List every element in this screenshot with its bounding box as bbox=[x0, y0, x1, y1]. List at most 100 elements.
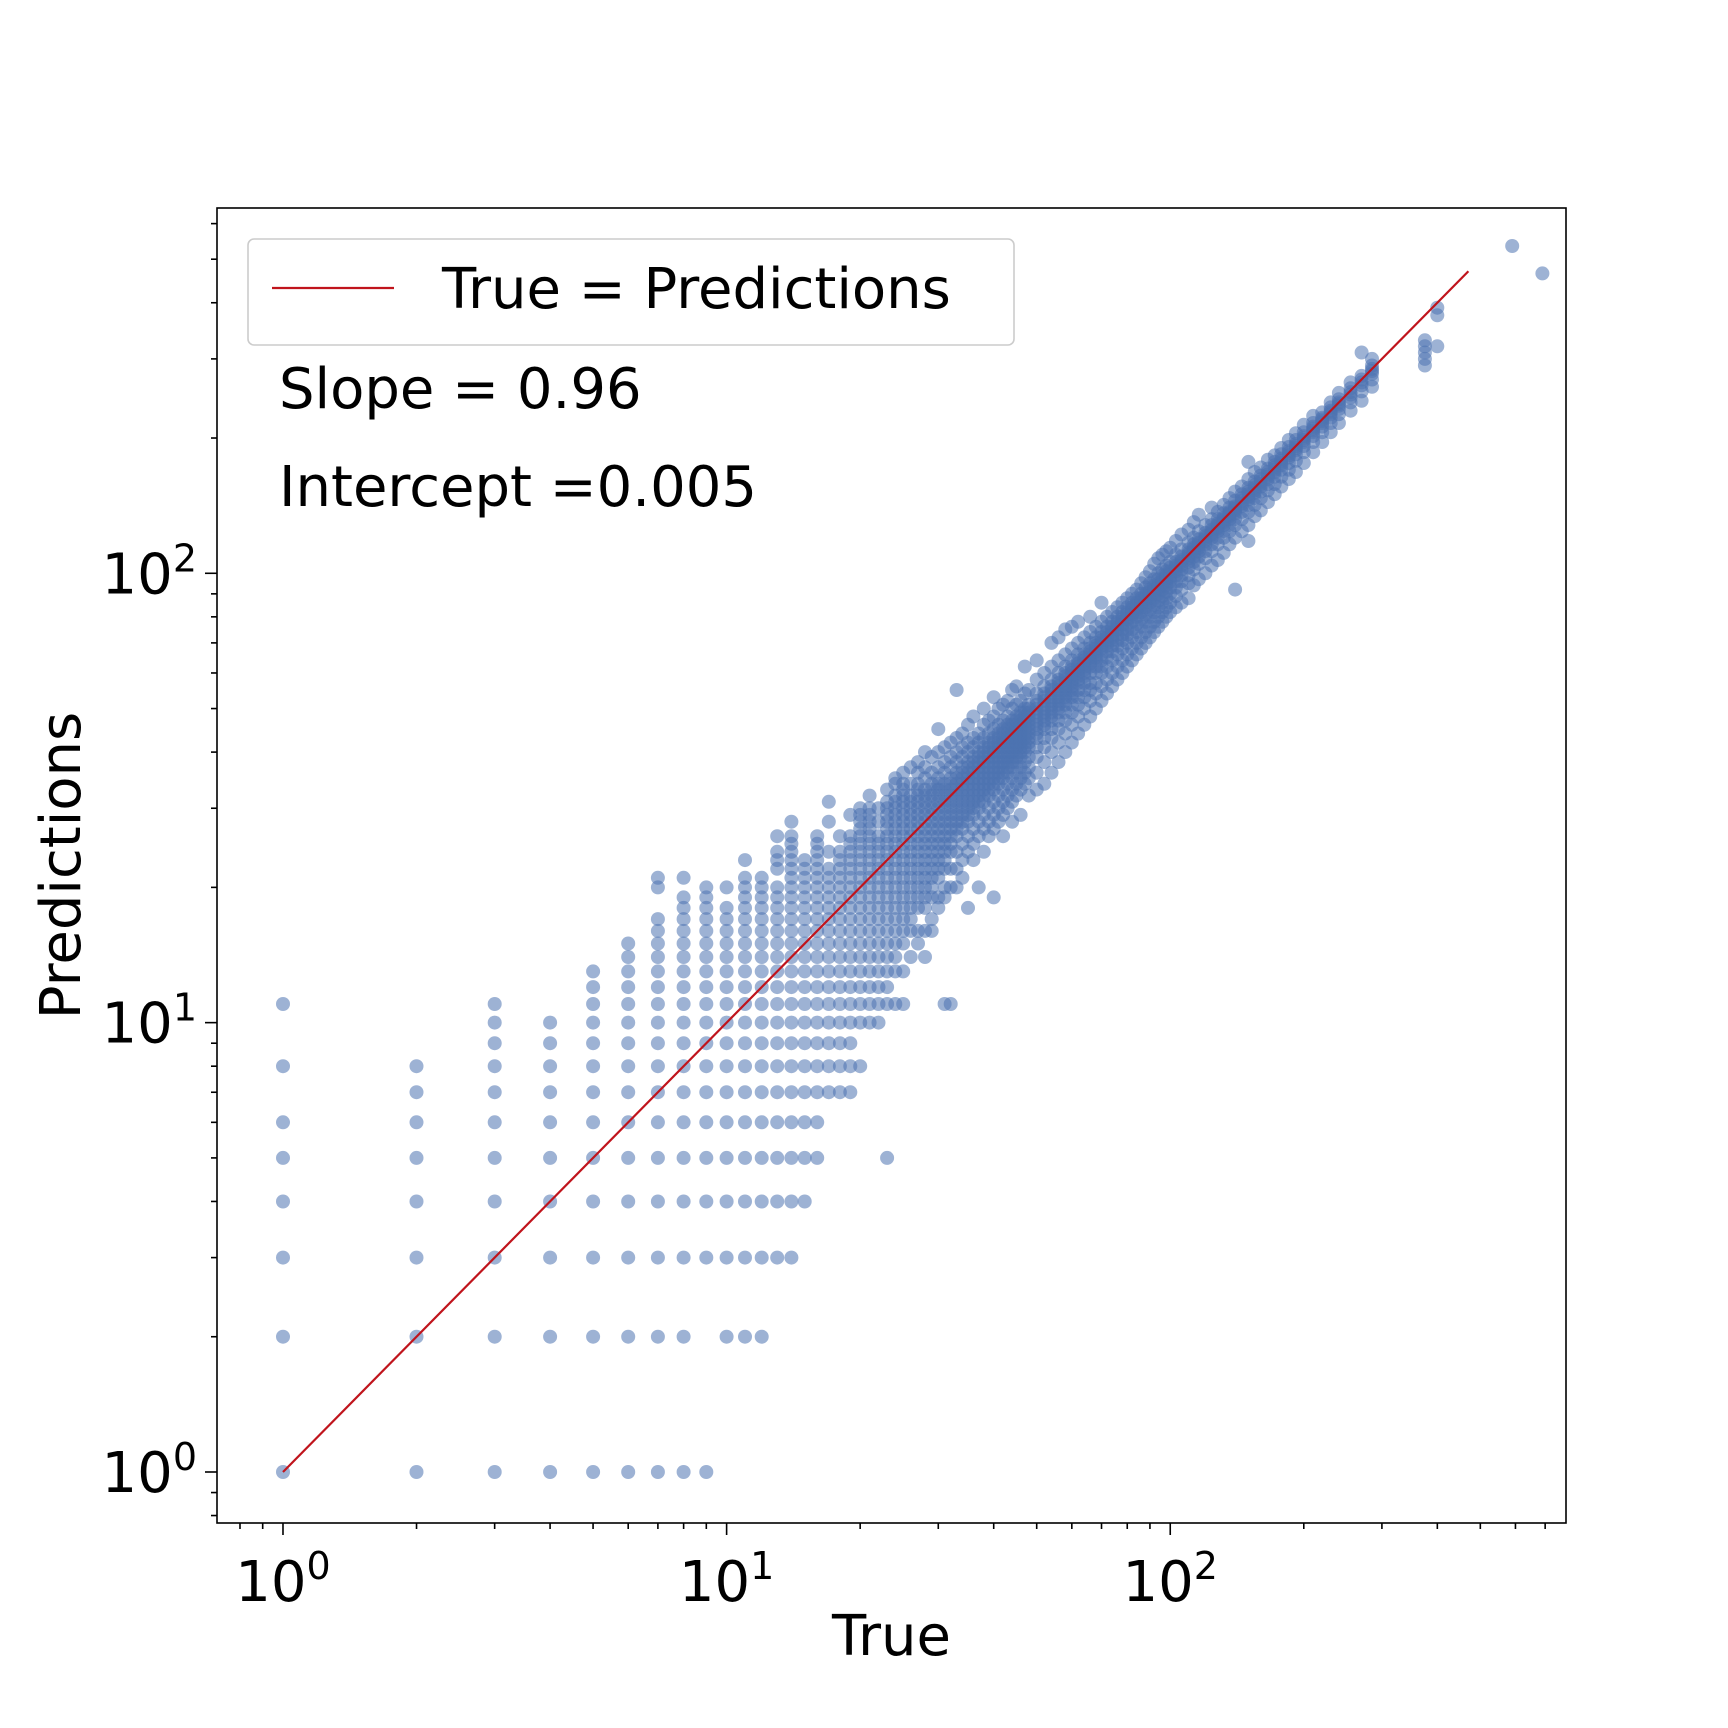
scatter-point bbox=[784, 912, 799, 927]
scatter-point bbox=[276, 1150, 290, 1165]
scatter-point bbox=[676, 1250, 691, 1265]
scatter-point bbox=[966, 709, 981, 724]
scatter-point bbox=[1051, 755, 1066, 770]
scatter-point bbox=[699, 980, 714, 995]
scatter-point bbox=[784, 1015, 799, 1030]
scatter-point bbox=[650, 980, 665, 995]
scatter-point bbox=[821, 1015, 836, 1030]
scatter-point bbox=[1288, 465, 1303, 479]
scatter-point bbox=[770, 890, 785, 905]
scatter-point bbox=[621, 980, 636, 995]
scatter-point bbox=[719, 980, 734, 995]
scatter-point bbox=[986, 890, 1001, 905]
scatter-point bbox=[650, 1250, 665, 1265]
scatter-point bbox=[676, 1115, 691, 1130]
scatter-point bbox=[1505, 239, 1520, 253]
scatter-point bbox=[409, 1465, 424, 1479]
scatter-point bbox=[843, 829, 858, 844]
scatter-point bbox=[650, 912, 665, 927]
scatter-point bbox=[621, 997, 636, 1011]
scatter-point bbox=[810, 900, 825, 915]
scatter-point bbox=[719, 880, 734, 895]
scatter-point bbox=[676, 1015, 691, 1030]
scatter-point bbox=[276, 997, 290, 1011]
scatter-point bbox=[1535, 266, 1550, 281]
scatter-point bbox=[1181, 591, 1196, 606]
scatter-point bbox=[621, 1250, 636, 1265]
scatter-point bbox=[880, 1150, 895, 1165]
scatter-point bbox=[832, 964, 847, 979]
scatter-point bbox=[409, 1059, 424, 1074]
scatter-point bbox=[843, 912, 858, 927]
scatter-point bbox=[770, 1115, 785, 1130]
scatter-point bbox=[832, 997, 847, 1011]
scatter-point bbox=[810, 964, 825, 979]
scatter-point bbox=[699, 890, 714, 905]
scatter-point bbox=[832, 829, 847, 844]
scatter-points bbox=[276, 239, 1550, 1479]
scatter-point bbox=[621, 950, 636, 964]
scatter-point bbox=[903, 950, 918, 964]
scatter-point bbox=[797, 980, 812, 995]
scatter-point bbox=[754, 912, 769, 927]
scatter-point bbox=[676, 900, 691, 915]
scatter-point bbox=[409, 1250, 424, 1265]
scatter-point bbox=[586, 1329, 601, 1344]
scatter-point bbox=[650, 1465, 665, 1479]
scatter-point bbox=[784, 997, 799, 1011]
scatter-point bbox=[719, 912, 734, 927]
scatter-point bbox=[924, 923, 939, 938]
legend-box bbox=[247, 238, 1015, 346]
scatter-point bbox=[880, 980, 895, 995]
scatter-point bbox=[754, 997, 769, 1011]
scatter-point bbox=[937, 890, 952, 905]
scatter-point bbox=[843, 936, 858, 951]
scatter-point bbox=[821, 964, 836, 979]
scatter-point bbox=[719, 1250, 734, 1265]
scatter-point bbox=[719, 1036, 734, 1051]
scatter-point bbox=[888, 950, 903, 964]
scatter-point bbox=[843, 880, 858, 895]
scatter-point bbox=[650, 997, 665, 1011]
scatter-point bbox=[770, 950, 785, 964]
scatter-point bbox=[754, 964, 769, 979]
scatter-point bbox=[961, 900, 975, 915]
scatter-point bbox=[676, 950, 691, 964]
scatter-point bbox=[699, 1150, 714, 1165]
scatter-point bbox=[821, 1059, 836, 1074]
scatter-point bbox=[810, 1015, 825, 1030]
scatter-point bbox=[896, 936, 911, 951]
scatter-point bbox=[843, 964, 858, 979]
scatter-point bbox=[1365, 351, 1379, 366]
scatter-point bbox=[650, 1115, 665, 1130]
scatter-point bbox=[543, 1465, 558, 1479]
scatter-point bbox=[1228, 582, 1243, 597]
scatter-point bbox=[676, 936, 691, 951]
scatter-point bbox=[738, 964, 752, 979]
scatter-point bbox=[843, 1036, 858, 1051]
scatter-point bbox=[650, 1015, 665, 1030]
scatter-point bbox=[971, 880, 986, 895]
scatter-point bbox=[832, 950, 847, 964]
scatter-point bbox=[770, 844, 785, 859]
scatter-point bbox=[738, 1059, 752, 1074]
scatter-point bbox=[650, 964, 665, 979]
scatter-point bbox=[738, 870, 752, 885]
scatter-point bbox=[699, 900, 714, 915]
scatter-point bbox=[543, 1085, 558, 1100]
identity-line-layer bbox=[282, 270, 1470, 1473]
scatter-point bbox=[738, 912, 752, 927]
scatter-point bbox=[719, 936, 734, 951]
scatter-point bbox=[699, 1250, 714, 1265]
scatter-point bbox=[770, 997, 785, 1011]
scatter-point bbox=[976, 701, 991, 716]
scatter-point bbox=[650, 870, 665, 885]
scatter-point bbox=[843, 1085, 858, 1100]
scatter-point bbox=[487, 1150, 502, 1165]
scatter-point bbox=[738, 923, 752, 938]
scatter-point bbox=[784, 1085, 799, 1100]
scatter-point bbox=[931, 722, 946, 737]
scatter-point bbox=[871, 1015, 886, 1030]
y-axis-title: Predictions bbox=[29, 712, 94, 1019]
scatter-point bbox=[543, 1115, 558, 1130]
